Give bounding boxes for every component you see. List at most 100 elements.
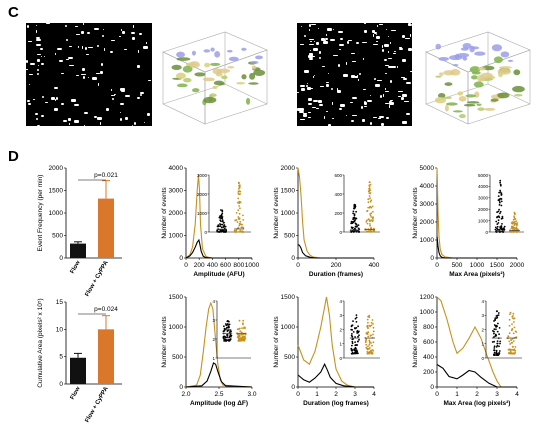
speckle: [364, 101, 366, 104]
speckle: [385, 91, 389, 92]
y-tick-label: 0: [179, 384, 183, 391]
speckle: [326, 84, 329, 87]
series-line: [436, 167, 517, 259]
speckle: [320, 86, 324, 87]
cell-blob: [463, 103, 476, 107]
y-tick-label: 1000: [281, 210, 296, 217]
inset-point: [510, 339, 513, 341]
speckle: [33, 99, 35, 100]
p-value-annotation: p=0.024: [94, 306, 118, 313]
inset-tick-label: 0: [339, 356, 342, 361]
inset-point: [368, 343, 371, 346]
inset-point: [357, 340, 359, 343]
speckle: [35, 113, 38, 115]
cell-blob: [202, 77, 215, 82]
speckle: [401, 97, 404, 100]
inset-point: [351, 340, 354, 343]
speckle: [82, 46, 83, 49]
inset-point: [216, 230, 219, 232]
inset-point: [510, 352, 513, 354]
speckle: [410, 24, 412, 26]
inset-point: [508, 318, 511, 321]
inset-point: [239, 330, 242, 332]
speckle: [114, 94, 115, 96]
y-tick-label: 5000: [420, 165, 435, 172]
speckle: [308, 117, 311, 118]
inset-point: [497, 215, 499, 218]
category-label: Flow + CyPPA: [84, 385, 110, 423]
cell-blob: [171, 64, 182, 71]
inset-point: [511, 341, 514, 344]
speckle: [132, 37, 135, 40]
inset-point: [239, 201, 242, 204]
cell-blob: [469, 66, 481, 74]
speckle: [41, 56, 42, 57]
inset-point: [223, 327, 226, 330]
cell-blob: [434, 97, 447, 104]
inset-point: [365, 343, 368, 346]
y-tick-label: 4000: [169, 165, 184, 172]
speckle: [319, 57, 321, 59]
inset-point: [238, 193, 241, 196]
inset-point: [367, 352, 370, 355]
cell-blob: [471, 75, 478, 80]
inset-point: [241, 327, 243, 329]
speckle: [404, 121, 405, 122]
speckle: [300, 119, 305, 120]
speckle: [44, 56, 45, 57]
cell-blob: [477, 67, 486, 71]
speckle: [386, 117, 389, 119]
inset-point: [353, 214, 356, 217]
inset-point: [237, 216, 240, 218]
inset-point: [241, 333, 244, 336]
inset-point: [238, 338, 241, 341]
inset-point: [351, 350, 353, 352]
inset-point: [369, 197, 371, 200]
category-label: Flow: [70, 260, 82, 275]
speckle: [38, 65, 39, 66]
speckle: [339, 108, 342, 110]
speckle: [308, 103, 312, 105]
inset-point: [351, 344, 353, 347]
cell-blob: [480, 72, 493, 79]
x-tick-label: 4: [372, 391, 376, 398]
speckle: [326, 111, 328, 112]
inset-point: [238, 217, 241, 220]
inset-point: [354, 217, 356, 220]
inset-point: [498, 198, 501, 201]
inset-point: [242, 214, 244, 217]
inset-point: [512, 218, 515, 221]
inset-tick-label: 0: [485, 230, 488, 235]
inset-point: [369, 214, 372, 217]
x-tick-label: 1000: [245, 262, 260, 269]
x-tick-label: 0: [296, 262, 300, 269]
x-tick-label: 2.0: [181, 391, 190, 398]
inset-tick-label: 1: [339, 342, 342, 347]
speckle: [382, 49, 384, 52]
inset-point: [497, 210, 500, 213]
y-tick-label: 500: [172, 354, 183, 361]
inset-point: [516, 223, 518, 226]
cell-blob: [191, 88, 200, 93]
speckle: [373, 44, 378, 45]
speckle: [332, 102, 333, 105]
cell-blob: [452, 110, 463, 113]
speckle: [386, 29, 387, 30]
speckle: [92, 77, 97, 80]
y-axis-label: Number of events: [273, 316, 280, 368]
speckle: [111, 95, 114, 96]
speckle: [332, 118, 334, 119]
inset-point: [355, 349, 358, 352]
inset-point: [368, 187, 370, 190]
inset-point: [226, 320, 229, 323]
inset-point: [500, 200, 503, 203]
speckle: [385, 65, 389, 66]
speckle: [119, 36, 121, 37]
speckle: [308, 112, 311, 113]
speckle: [84, 125, 85, 126]
speckle: [75, 26, 78, 27]
inset-plot: 0 1 2 3 4: [339, 299, 380, 361]
inset-point: [357, 325, 359, 328]
cell-blob: [513, 69, 521, 76]
